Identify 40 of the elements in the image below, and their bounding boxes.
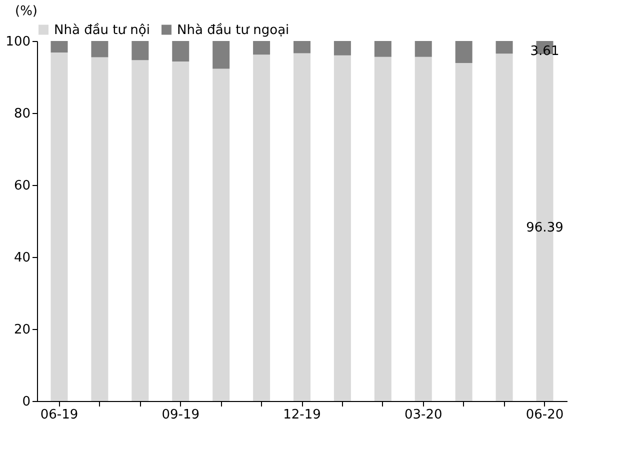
bar [496,54,513,401]
y-tick-label: 40 [14,250,30,266]
bar [91,41,108,58]
bar [253,41,270,55]
legend-label: Nhà đầu tư nội [54,22,150,38]
bar [294,53,310,401]
bar [132,41,149,60]
x-tick-label: 06-19 [40,408,78,422]
bar [172,62,190,401]
bar [455,62,472,401]
bar [334,41,351,56]
bar [172,41,190,62]
bar [50,52,68,401]
bar [132,60,149,401]
y-axis-title: (%) [15,4,38,19]
x-tick-label: 03-20 [404,408,442,422]
x-tick-label: 06-20 [526,408,564,422]
bar [496,41,513,54]
data-label: 3.61 [530,44,560,59]
legend-label: Nhà đầu tư ngoại [177,22,290,38]
bar [374,56,392,401]
y-tick-label: 60 [14,178,30,194]
bar [212,41,230,69]
y-tick-label: 20 [14,322,30,338]
x-tick-label: 09-19 [162,408,200,422]
y-tick-label: 0 [22,394,30,410]
bar [374,41,392,57]
y-tick-label: 100 [6,34,30,50]
bar [212,68,230,401]
bar [334,55,351,401]
y-tick-label: 80 [14,106,30,122]
bar [294,41,310,54]
x-tick-label: 12-19 [283,408,321,422]
bar [455,41,472,63]
bar [414,41,432,57]
bar [414,56,432,401]
data-label: 96.39 [526,220,564,236]
bar [253,54,270,401]
bar [91,57,108,401]
bar [50,41,68,53]
